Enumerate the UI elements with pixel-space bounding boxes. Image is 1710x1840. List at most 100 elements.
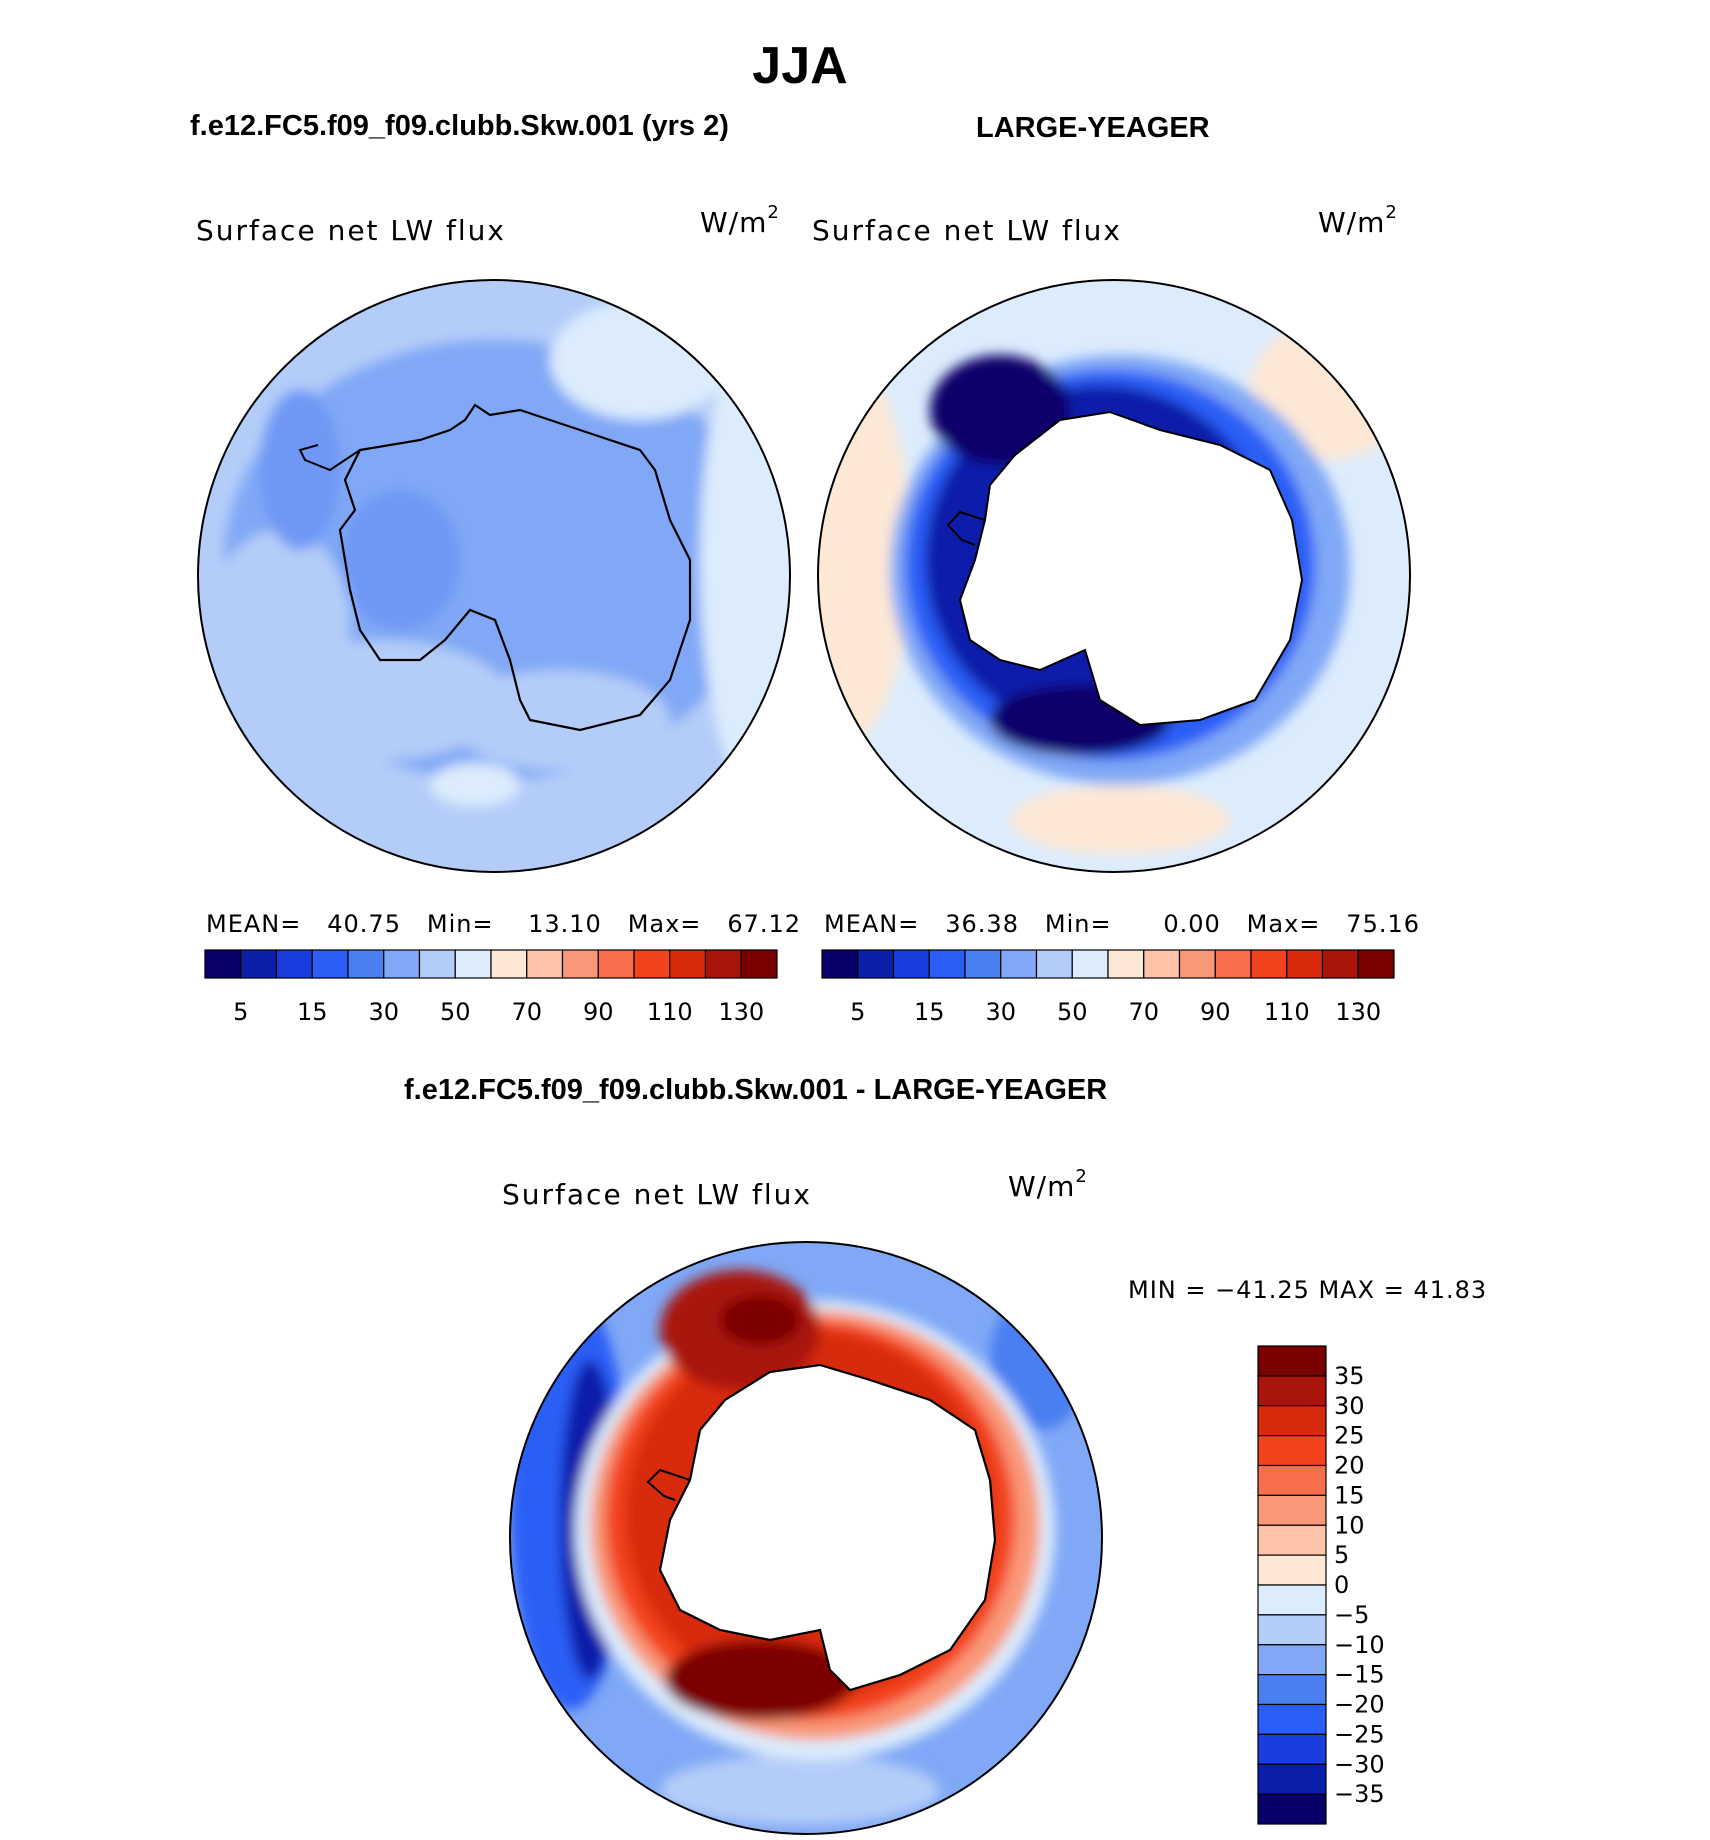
diff-colorbar-tick-label: −25 [1334,1720,1385,1748]
panel2-variable-label: Surface net LW flux [812,214,1122,247]
panel2-colorbar-tick-label: 15 [914,998,945,1026]
panel2-colorbar-swatch [1178,949,1216,979]
panel1-colorbar-swatch [418,949,456,979]
panel1-colorbar-swatch [383,949,421,979]
diff-colorbar-tick-label: 15 [1334,1481,1365,1509]
panel2-colorbar-tick-label: 90 [1200,998,1231,1026]
panel2-colorbar-swatch [1000,949,1038,979]
panel1-colorbar-tick-label: 5 [233,998,248,1026]
panel2-colorbar-swatch [1250,949,1288,979]
panel1-colorbar: 5 15 30 50 70 90 110 130 [204,949,778,1026]
panel1-colorbar-swatch [597,949,635,979]
panel2-colorbar-tick-label: 110 [1264,998,1310,1026]
diff-colorbar-swatch [1257,1405,1327,1437]
panel1-stats: MEAN= 40.75 Min= 13.10 Max= 67.12 [206,910,802,938]
diff-colorbar-tick-label: −5 [1334,1601,1369,1629]
diff-units: W/m2 [1008,1166,1088,1203]
diff-colorbar-swatch [1257,1375,1327,1407]
panel2-units: W/m2 [1318,202,1398,239]
diff-colorbar-tick-label: −20 [1334,1691,1385,1719]
panel2-colorbar-swatch [1107,949,1145,979]
panel2-colorbar-swatch [857,949,895,979]
panel1-colorbar-swatch [740,949,778,979]
panel1-colorbar-swatch [275,949,313,979]
panel2-colorbar-swatch [1035,949,1073,979]
panel2-colorbar-swatch [1071,949,1109,979]
diff-colorbar-swatch [1257,1584,1327,1616]
panel2-colorbar-swatch [821,949,859,979]
diff-colorbar-swatch [1257,1464,1327,1496]
panel1-colorbar-swatch [526,949,564,979]
panel1-colorbar-tick-label: 70 [511,998,542,1026]
diff-colorbar-tick-label: 25 [1334,1422,1365,1450]
panel2-case-title: LARGE-YEAGER [976,112,1210,144]
diff-variable-label: Surface net LW flux [502,1178,812,1211]
panel2-colorbar-swatch [1143,949,1181,979]
panel1-colorbar-swatch [704,949,742,979]
figure-title: JJA [752,37,848,95]
panel2-colorbar-swatch [892,949,930,979]
panel2-map [817,279,1411,873]
diff-colorbar-tick-label: 20 [1334,1452,1365,1480]
panel1-variable-label: Surface net LW flux [196,214,506,247]
diff-minmax: MIN = −41.25 MAX = 41.83 [1128,1276,1488,1304]
panel1-colorbar-tick-label: 50 [440,998,471,1026]
diff-colorbar-swatch [1257,1733,1327,1765]
panel1-colorbar-tick-label: 30 [368,998,399,1026]
panel2-colorbar-swatch [1321,949,1359,979]
panel2-stats: MEAN= 36.38 Min= 0.00 Max= 75.16 [824,910,1421,938]
diff-colorbar-tick-label: 10 [1334,1511,1365,1539]
panel1-colorbar-swatch [454,949,492,979]
diff-colorbar-tick-label: −10 [1334,1631,1385,1659]
diff-colorbar-swatch [1257,1494,1327,1526]
diff-colorbar-swatch [1257,1644,1327,1676]
panel1-colorbar-swatch [669,949,707,979]
panel1-colorbar-swatch [633,949,671,979]
diff-colorbar-tick-label: 0 [1334,1571,1349,1599]
diff-colorbar-swatch [1257,1554,1327,1586]
panel2-colorbar-swatch [964,949,1002,979]
diff-case-title: f.e12.FC5.f09_f09.clubb.Skw.001 - LARGE-… [404,1074,1108,1106]
panel1-colorbar-tick-label: 130 [718,998,764,1026]
panel2-colorbar-tick-label: 70 [1128,998,1159,1026]
panel1-units: W/m2 [700,202,780,239]
panel2-colorbar-swatch [1357,949,1395,979]
panel2-colorbar: 5 15 30 50 70 90 110 130 [821,949,1395,1026]
panel1-colorbar-tick-label: 15 [297,998,328,1026]
panel2-colorbar-swatch [1214,949,1252,979]
diff-colorbar-tick-label: −30 [1334,1750,1385,1778]
diff-map [509,1241,1103,1835]
diff-colorbar-tick-label: −15 [1334,1661,1385,1689]
panel1-antarctica-coastline [338,403,692,732]
panel1-case-title: f.e12.FC5.f09_f09.clubb.Skw.001 (yrs 2) [190,110,729,142]
diff-colorbar-tick-label: 30 [1334,1392,1365,1420]
diff-colorbar-swatch [1257,1345,1327,1377]
panel1-map [197,279,791,873]
panel2-colorbar-tick-label: 50 [1057,998,1088,1026]
diff-colorbar-tick-label: 35 [1334,1362,1365,1390]
panel2-colorbar-tick-label: 130 [1335,998,1381,1026]
diff-colorbar-swatch [1257,1763,1327,1795]
panel1-colorbar-tick-label: 90 [583,998,614,1026]
diff-colorbar-swatch [1257,1614,1327,1646]
diff-colorbar-swatch [1257,1674,1327,1706]
diff-colorbar-tick-label: −35 [1334,1780,1385,1808]
panel1-colorbar-tick-label: 110 [647,998,693,1026]
panel1-colorbar-swatch [240,949,278,979]
diff-colorbar-swatch [1257,1793,1327,1825]
panel1-colorbar-swatch [204,949,242,979]
diff-colorbar-swatch [1257,1703,1327,1735]
panel2-colorbar-tick-label: 30 [985,998,1016,1026]
panel2-colorbar-swatch [1286,949,1324,979]
panel1-colorbar-swatch [561,949,599,979]
panel1-colorbar-swatch [490,949,528,979]
panel1-colorbar-swatch [347,949,385,979]
diff-colorbar-tick-label: 5 [1334,1541,1349,1569]
diff-colorbar-swatch [1257,1435,1327,1467]
diff-colorbar-swatch [1257,1524,1327,1556]
panel1-colorbar-swatch [311,949,349,979]
panel2-colorbar-swatch [928,949,966,979]
panel1-peninsula-coastline [298,444,361,472]
